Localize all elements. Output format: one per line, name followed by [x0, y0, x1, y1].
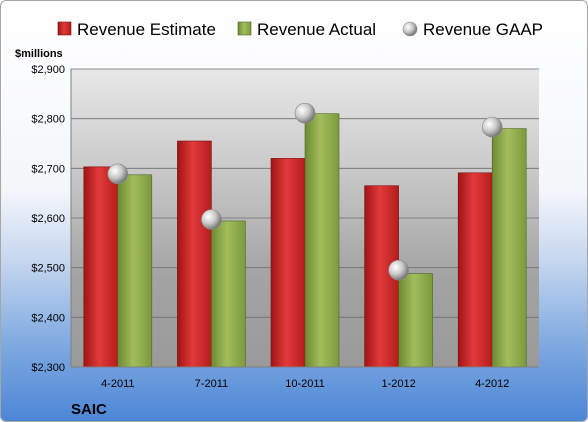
- x-axis: 4-2011 7-2011 10-2011 1-2012 4-2012: [71, 366, 539, 390]
- marker-revenue-gaap: [107, 163, 129, 185]
- y-tick-label: $2,600: [31, 213, 65, 225]
- legend-item: Revenue Estimate: [57, 20, 216, 39]
- bar-revenue-actual: [211, 220, 246, 368]
- legend: Revenue Estimate Revenue Actual Revenue GA…: [57, 20, 543, 39]
- marker-revenue-gaap: [481, 116, 503, 138]
- bar-revenue-actual: [304, 113, 340, 368]
- bar-revenue-actual: [398, 273, 433, 368]
- x-tick-label: 1-2012: [381, 378, 415, 390]
- bar-revenue-estimate: [83, 166, 119, 368]
- y-axis: $2,300 $2,400 $2,500 $2,600 $2,700 $2,800 $2,9…: [31, 64, 72, 374]
- y-tick-label: $2,400: [31, 312, 65, 324]
- legend-swatch-revenue-actual: [237, 21, 252, 36]
- x-tick-label: 4-2012: [475, 378, 509, 390]
- y-tick-label: $2,300: [31, 362, 65, 374]
- legend-item: Revenue GAAP: [402, 20, 543, 39]
- marker-revenue-gaap: [388, 259, 409, 281]
- y-tick-label: $2,800: [31, 114, 65, 126]
- legend-label: Revenue Estimate: [77, 20, 216, 39]
- x-tick-label: 7-2011: [195, 378, 228, 390]
- legend-label: Revenue Actual: [257, 20, 376, 39]
- bar-revenue-actual: [117, 174, 153, 368]
- y-tick-label: $2,700: [31, 163, 65, 175]
- legend-swatch-revenue-gaap: [402, 21, 418, 37]
- bar-revenue-estimate: [457, 172, 493, 368]
- y-tick-label: $2,500: [31, 263, 65, 275]
- x-tick-label: 4-2011: [101, 378, 134, 390]
- bar-revenue-estimate: [177, 140, 212, 368]
- bar-revenue-estimate: [270, 158, 306, 368]
- x-tick-label: 10-2011: [285, 378, 325, 390]
- chart-marks: [83, 102, 527, 368]
- y-tick-label: $2,900: [31, 64, 65, 76]
- marker-revenue-gaap: [201, 209, 222, 230]
- legend-label: Revenue GAAP: [423, 20, 543, 39]
- legend-item: Revenue Actual: [237, 20, 376, 39]
- y-axis-unit-label: $millions: [15, 48, 63, 60]
- marker-revenue-gaap: [294, 102, 316, 124]
- bar-revenue-actual: [491, 128, 527, 368]
- company-label: SAIC: [71, 401, 107, 418]
- legend-swatch-revenue-estimate: [57, 21, 72, 36]
